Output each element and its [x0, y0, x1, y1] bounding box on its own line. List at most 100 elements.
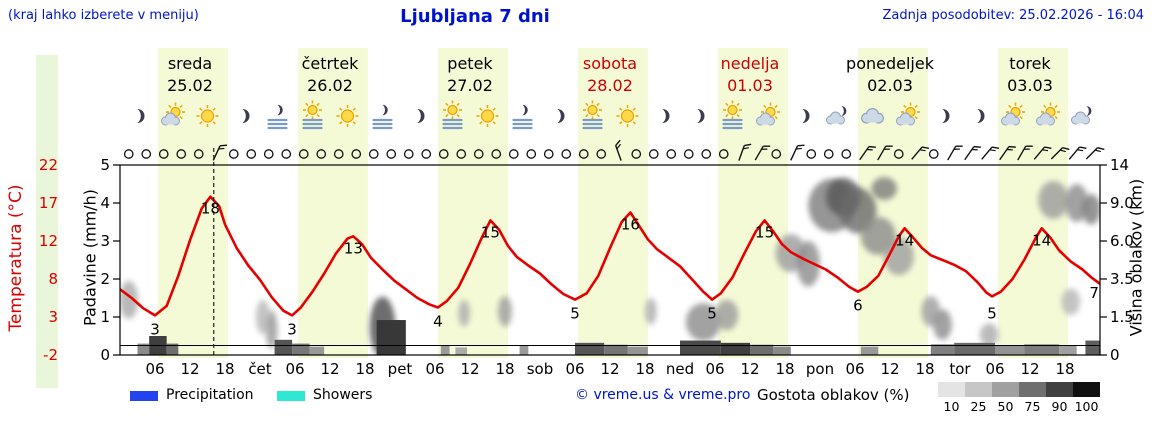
wind-calm-marker: [631, 149, 642, 159]
wind-calm-marker: [386, 149, 397, 159]
sun-cloud-icon: [756, 102, 780, 126]
cloud-blob: [120, 280, 139, 319]
cloud-blob: [979, 323, 999, 347]
wind-calm-marker: [351, 149, 362, 159]
x-tick-label: 12: [880, 360, 899, 378]
wind-calm-marker: [561, 149, 572, 159]
page-title: Ljubljana 7 dni: [400, 6, 550, 27]
day-name: ponedeljek: [846, 54, 935, 73]
cloud-density-scale-label: 10: [943, 399, 960, 414]
cloud-blob: [796, 240, 820, 287]
cloud-density-cell: [938, 382, 965, 397]
day-name: sreda: [168, 54, 212, 73]
moon-cloud-icon: [826, 106, 847, 125]
x-tick-label: 18: [495, 360, 514, 378]
cloud-tick-label: 1.5: [1110, 308, 1134, 326]
temperature-curve: [120, 195, 1100, 317]
moon-icon: [942, 109, 950, 123]
wind-calm-marker: [158, 149, 169, 159]
wind-calm-marker: [683, 149, 694, 159]
x-tick-label: 12: [180, 360, 199, 378]
precip-bar: [166, 343, 179, 355]
weather-icons-row: [137, 100, 1092, 130]
wind-calm-marker: [123, 149, 134, 159]
curve-label: 14: [1032, 231, 1051, 249]
wind-barb: [1068, 146, 1087, 160]
wind-calm-marker: [263, 149, 274, 159]
precip-bar: [519, 345, 529, 355]
cloud-blob: [933, 309, 952, 340]
precip-bar: [440, 345, 450, 355]
wind-calm-marker: [526, 149, 537, 159]
wind-calm-marker: [403, 149, 414, 159]
wind-calm-marker: [771, 149, 782, 159]
cloud-blob: [685, 303, 721, 342]
cloud-density-legend-title: Gostota oblakov (%): [757, 386, 910, 404]
wind-calm-marker: [893, 149, 904, 159]
wind-barb: [911, 146, 929, 160]
fog-sun-icon: [442, 100, 463, 130]
sun-cloud-icon: [1001, 102, 1025, 126]
cloud-density-scale-label: 100: [1074, 399, 1099, 414]
cloud-blob: [1081, 194, 1100, 225]
precip-bar: [1024, 344, 1060, 355]
curve-label: 7: [1089, 284, 1099, 302]
wind-calm-marker: [648, 149, 659, 159]
precip-bar: [137, 343, 150, 355]
wind-calm-marker: [438, 149, 449, 159]
left-green-strip: [36, 55, 58, 388]
cloud-density-scale-label: 25: [970, 399, 987, 414]
cloud-blob: [498, 296, 512, 327]
x-tick-label: 18: [635, 360, 654, 378]
temp-tick-label: 12: [39, 232, 58, 250]
precip-bar: [860, 346, 879, 355]
credit-link[interactable]: © vreme.us & vreme.pro: [575, 387, 751, 403]
wind-calm-marker: [141, 149, 152, 159]
precip-bar: [627, 346, 648, 355]
cloud-blob: [458, 299, 470, 327]
curve-label: 4: [433, 313, 443, 331]
wind-barb: [1050, 146, 1070, 160]
precip-bar: [309, 346, 325, 355]
day-name: sobota: [583, 54, 637, 73]
x-tick-label: čet: [248, 360, 271, 378]
wind-barb: [1085, 146, 1105, 160]
wind-calm-marker: [806, 149, 817, 159]
day-name: petek: [447, 54, 493, 73]
x-tick-label: 06: [985, 360, 1004, 378]
x-tick-label: 06: [425, 360, 444, 378]
x-tick-label: 06: [285, 360, 304, 378]
precip-tick-label: 5: [100, 156, 110, 174]
wind-calm-marker: [316, 149, 327, 159]
curve-label: 13: [344, 239, 363, 257]
curve-label: 15: [755, 223, 774, 241]
cloud-blob: [883, 237, 914, 276]
precip-bar: [954, 342, 995, 355]
cloud-blob: [1061, 288, 1081, 316]
curve-label: 5: [707, 305, 717, 323]
precip-bar: [1085, 340, 1100, 355]
x-tick-label: 06: [145, 360, 164, 378]
cloud-blob: [715, 299, 739, 331]
cloud-density-cell: [1019, 382, 1046, 397]
x-tick-label: ned: [666, 360, 694, 378]
wind-calm-marker: [421, 149, 432, 159]
cloud-density-scale: 10 25 50 75 90 100: [938, 382, 1100, 414]
precip-bar: [455, 347, 468, 355]
wind-calm-marker: [823, 149, 834, 159]
precipitation-swatch: [130, 391, 158, 401]
wind-calm-marker: [281, 149, 292, 159]
sun-icon: [476, 105, 499, 127]
wind-calm-marker: [228, 149, 239, 159]
wind-calm-marker: [368, 149, 379, 159]
wind-calm-marker: [473, 149, 484, 159]
day-date: 26.02: [307, 76, 353, 95]
curve-label: 16: [621, 216, 640, 234]
cloud-tick-label: 0: [1110, 346, 1120, 364]
cloud-blob: [1038, 180, 1069, 219]
showers-swatch: [277, 391, 305, 401]
fog-sun-icon: [302, 100, 323, 130]
precip-tick-label: 1: [100, 308, 110, 326]
x-tick-label: 06: [565, 360, 584, 378]
curve-label: 5: [987, 305, 997, 323]
